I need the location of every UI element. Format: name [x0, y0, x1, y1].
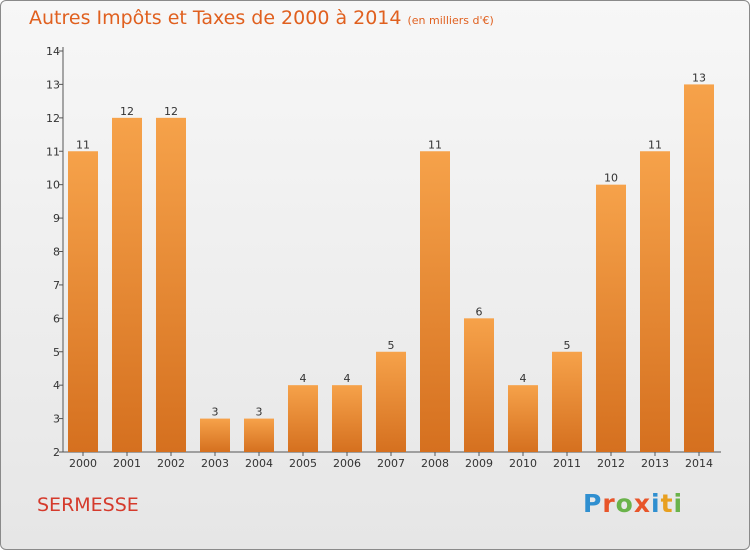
x-tick-label: 2003 [201, 457, 229, 470]
y-tick-label: 13 [46, 78, 60, 91]
logo-letter: P [583, 489, 603, 518]
y-tick-label: 6 [53, 312, 60, 325]
bar-value-label: 12 [120, 105, 134, 118]
bar [376, 351, 406, 452]
bar [288, 385, 318, 452]
x-tick-label: 2007 [377, 457, 405, 470]
x-tick-label: 2001 [113, 457, 141, 470]
bar [156, 117, 186, 452]
bar [464, 318, 494, 452]
commune-name: SERMESSE [37, 494, 139, 516]
y-tick-label: 10 [46, 179, 60, 192]
x-tick-label: 2012 [597, 457, 625, 470]
bars-group [68, 84, 714, 453]
bar [332, 385, 362, 452]
bar [244, 418, 274, 452]
logo-letter: x [633, 489, 651, 518]
bar-value-label: 3 [212, 406, 219, 419]
bar-value-label: 6 [476, 305, 483, 318]
x-tick-label: 2000 [69, 457, 97, 470]
bar [596, 184, 626, 452]
bar-value-label: 4 [344, 372, 351, 385]
bar [68, 151, 98, 452]
bar-value-label: 5 [388, 339, 395, 352]
logo-letter: o [615, 489, 634, 518]
bar [640, 151, 670, 452]
y-tick-label: 12 [46, 112, 60, 125]
bar [552, 351, 582, 452]
bar-value-label: 4 [300, 372, 307, 385]
x-tick-label: 2011 [553, 457, 581, 470]
y-tick-label: 14 [46, 45, 60, 58]
logo-letter: i [673, 489, 684, 518]
y-tick-label: 3 [53, 413, 60, 426]
chart-subtitle: (en milliers d'€) [407, 14, 494, 27]
x-tick-label: 2009 [465, 457, 493, 470]
x-tick-label: 2013 [641, 457, 669, 470]
bar [200, 418, 230, 452]
y-tick-label: 2 [53, 446, 60, 459]
bar-value-label: 13 [692, 71, 706, 84]
logo-letter: r [602, 489, 616, 518]
bar-value-label: 4 [520, 372, 527, 385]
bar [112, 117, 142, 452]
bar-value-label: 11 [648, 138, 662, 151]
x-tick-label: 2002 [157, 457, 185, 470]
bar [684, 84, 714, 453]
y-tick-label: 8 [53, 246, 60, 259]
chart-title-main: Autres Impôts et Taxes de 2000 à 2014 [29, 7, 402, 29]
logo-letter: t [660, 489, 674, 518]
bar [420, 151, 450, 452]
y-tick-label: 7 [53, 279, 60, 292]
x-tick-label: 2006 [333, 457, 361, 470]
x-tick-label: 2008 [421, 457, 449, 470]
y-tick-label: 4 [53, 379, 60, 392]
y-tick-label: 9 [53, 212, 60, 225]
bar-value-label: 12 [164, 105, 178, 118]
chart-title: Autres Impôts et Taxes de 2000 à 2014 (en… [29, 7, 494, 29]
x-tick-label: 2005 [289, 457, 317, 470]
x-tick-label: 2004 [245, 457, 273, 470]
bar-value-label: 3 [256, 406, 263, 419]
x-tick-label: 2010 [509, 457, 537, 470]
bar-value-label: 11 [76, 138, 90, 151]
bar [508, 385, 538, 452]
bar-value-label: 10 [604, 172, 618, 185]
x-tick-label: 2014 [685, 457, 713, 470]
proxiti-logo: Proxiti [583, 489, 683, 518]
bar-value-label: 11 [428, 138, 442, 151]
bar-value-label: 5 [564, 339, 571, 352]
y-tick-label: 5 [53, 346, 60, 359]
logo-letter: i [651, 489, 661, 518]
y-tick-label: 11 [46, 145, 60, 158]
labels-group: 11 2000 12 2001 12 2002 3 2003 3 2004 4 2005 4 2006 5 2… [69, 71, 713, 470]
